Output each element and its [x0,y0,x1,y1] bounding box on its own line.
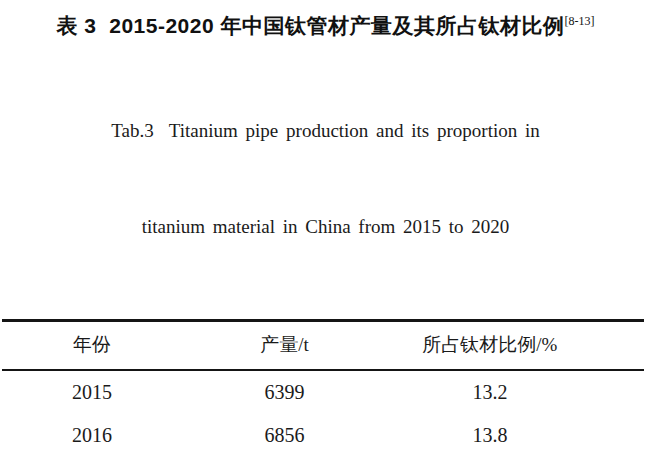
column-header: 产量/t [182,321,387,370]
row-spacer [593,414,644,452]
table-cell: 2016 [2,414,182,452]
table-caption-en-line2: titanium material in China from 2015 to … [0,211,651,243]
column-header: 所占钛材比例/% [387,321,592,370]
paper-table-figure: 表 3 2015-2020 年中国钛管材产量及其所占钛材比例[8-13] Tab… [0,0,651,452]
table-caption-zh-text: 表 3 2015-2020 年中国钛管材产量及其所占钛材比例 [57,14,565,37]
table-row: 2016685613.8 [2,414,644,452]
row-spacer [593,370,644,414]
table-cell: 6399 [182,370,387,414]
citation-superscript: [8-13] [564,14,594,28]
table-header: 年份产量/t所占钛材比例/% [2,321,644,370]
column-header: 年份 [2,321,182,370]
table-cell: 13.8 [387,414,592,452]
table-cell: 2015 [2,370,182,414]
table-row: 2015639913.2 [2,370,644,414]
table-cell: 6856 [182,414,387,452]
header-row: 年份产量/t所占钛材比例/% [2,321,644,370]
table-caption-zh: 表 3 2015-2020 年中国钛管材产量及其所占钛材比例[8-13] [0,0,651,39]
table-caption-en: Tab.3 Titanium pipe production and its p… [0,51,651,307]
header-spacer [593,321,644,370]
table-cell: 13.2 [387,370,592,414]
table-caption-en-line1: Tab.3 Titanium pipe production and its p… [0,115,651,147]
data-table: 年份产量/t所占钛材比例/% 2015639913.22016685613.82… [2,319,644,452]
table-body: 2015639913.22016685613.82017860415.52018… [2,370,644,452]
